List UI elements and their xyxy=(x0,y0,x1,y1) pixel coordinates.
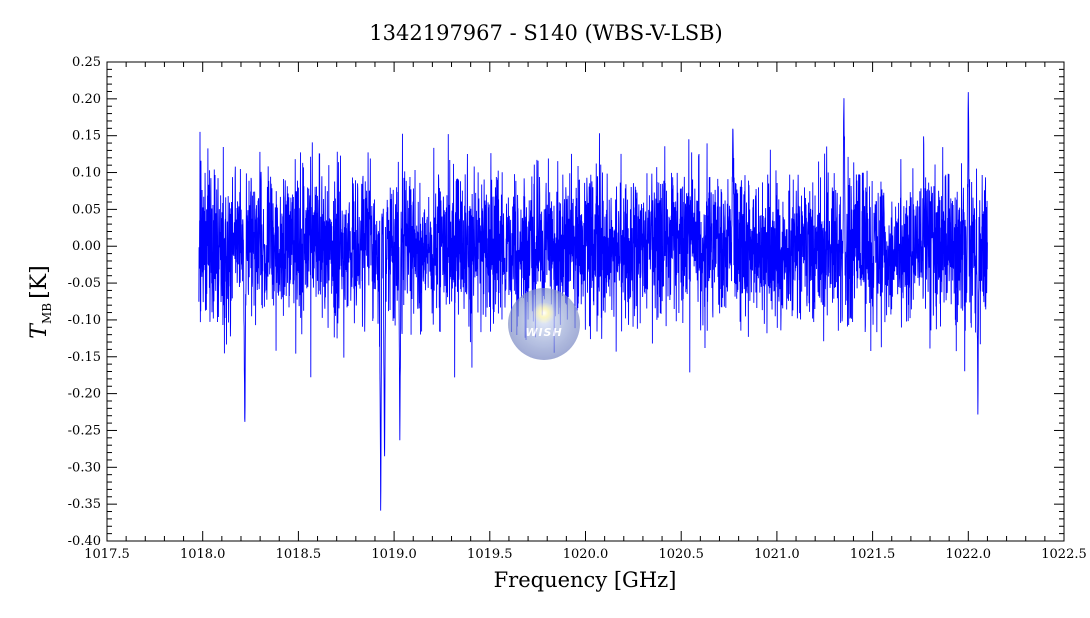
x-tick-label: 1020.0 xyxy=(563,547,609,562)
y-tick-label: -0.20 xyxy=(68,387,101,402)
y-tick-label: -0.15 xyxy=(68,350,101,365)
y-tick-label: -0.10 xyxy=(68,313,101,328)
y-axis-label: TMB [K] xyxy=(27,265,54,338)
y-tick-label: -0.40 xyxy=(68,534,101,549)
y-tick-label: 0.15 xyxy=(72,129,101,144)
watermark-label: WISH xyxy=(525,326,562,339)
y-tick-label: 0.20 xyxy=(72,92,101,107)
spectrum-line xyxy=(198,92,988,511)
y-axis-label-symbol: T xyxy=(27,322,52,339)
x-tick-label: 1019.5 xyxy=(467,547,513,562)
y-axis-label-unit: [K] xyxy=(27,265,52,299)
y-tick-label: 0.00 xyxy=(72,239,101,254)
spectrum-series xyxy=(198,92,988,511)
y-axis-label-subscript: MB xyxy=(40,303,54,324)
y-tick-label: 0.05 xyxy=(72,202,101,217)
y-tick-label: 0.10 xyxy=(72,166,101,181)
x-tick-label: 1019.0 xyxy=(371,547,417,562)
x-tick-label: 1022.5 xyxy=(1041,547,1087,562)
x-tick-label: 1018.0 xyxy=(180,547,226,562)
wish-watermark: WISH xyxy=(508,288,580,360)
y-axis: 0.25 0.20 0.15 0.10 0.05 0.00 -0.05 -0.10 -0.15 -… xyxy=(68,55,1064,549)
y-tick-label: -0.25 xyxy=(68,423,101,438)
x-axis-label: Frequency [GHz] xyxy=(494,568,677,592)
x-tick-label: 1018.5 xyxy=(276,547,322,562)
x-tick-label: 1017.5 xyxy=(84,547,130,562)
y-tick-label: -0.30 xyxy=(68,460,101,475)
y-tick-label: -0.05 xyxy=(68,276,101,291)
y-tick-label: -0.35 xyxy=(68,497,101,512)
chart-title: 1342197967 - S140 (WBS-V-LSB) xyxy=(369,21,722,45)
x-tick-label: 1021.5 xyxy=(850,547,896,562)
svg-text:TMB[K]: TMB [K] xyxy=(27,265,54,338)
y-tick-label: 0.25 xyxy=(72,55,101,70)
x-tick-label: 1021.0 xyxy=(754,547,800,562)
x-tick-label: 1022.0 xyxy=(946,547,992,562)
x-axis: 1017.5 1018.0 1018.5 1019.0 1019.5 1020.0 1020… xyxy=(84,62,1087,562)
x-tick-label: 1020.5 xyxy=(658,547,704,562)
